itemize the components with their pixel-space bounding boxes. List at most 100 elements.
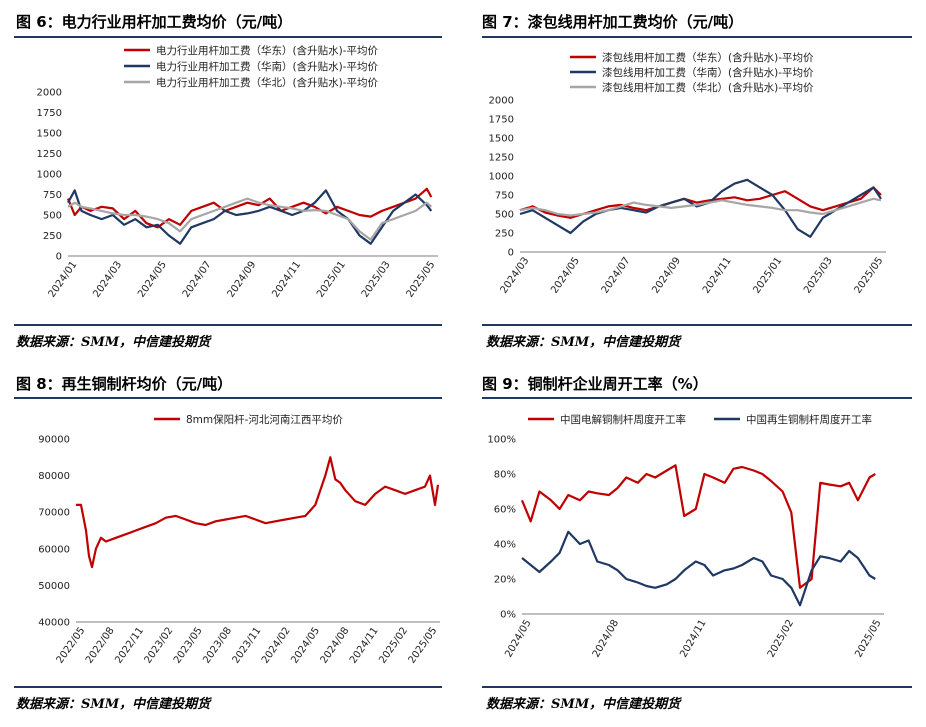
title-rule-fig6: [14, 36, 442, 38]
source-rule-fig9: [482, 686, 912, 688]
source-note-fig9: 数据来源：SMM，中信建投期货: [486, 697, 681, 712]
y-tick-label: 0%: [500, 610, 516, 621]
series-line-1: [520, 464, 876, 589]
legend-label-1: 漆包线用杆加工费（华东）(含升贴水)-平均价: [602, 51, 814, 64]
x-tick-label: 2022/05: [55, 625, 88, 665]
x-tick-label: 2022/08: [84, 625, 117, 665]
panel-title-fig7: 图 7：漆包线用杆加工费均价（元/吨）: [482, 13, 744, 31]
panel-title-fig9: 图 9：铜制杆企业周开工率（%）: [482, 375, 708, 393]
legend-label-2: 漆包线用杆加工费（华南）(含升贴水)-平均价: [602, 66, 814, 79]
y-tick-label: 1000: [37, 170, 62, 181]
y-tick-label: 1500: [37, 129, 62, 140]
x-tick-label: 2024/11: [348, 625, 381, 665]
y-tick-label: 20%: [494, 575, 516, 586]
x-tick-label: 2024/08: [591, 618, 621, 659]
y-tick-label: 40%: [494, 540, 516, 551]
x-tick-label: 2024/09: [650, 255, 683, 295]
y-tick-label: 250: [43, 231, 62, 242]
series-line-3: [67, 197, 433, 241]
source-note-fig6: 数据来源：SMM，中信建投期货: [16, 335, 211, 350]
x-tick-label: 2025/02: [766, 618, 796, 659]
x-tick-label: 2023/02: [143, 625, 176, 665]
panel-title-fig8: 图 8：再生铜制杆均价（元/吨）: [16, 375, 233, 393]
legend-label-1: 8mm保阳杆-河北河南江西平均价: [186, 413, 343, 426]
y-tick-label: 60000: [38, 544, 70, 555]
y-tick-label: 750: [43, 190, 62, 201]
y-tick-label: 90000: [38, 435, 70, 446]
title-rule-fig7: [482, 36, 912, 38]
y-tick-label: 1750: [489, 115, 514, 126]
y-tick-label: 750: [495, 191, 514, 202]
x-tick-label: 2024/07: [181, 259, 214, 299]
chart-fig8-recycled-rod-price: 4000050000600007000080000900002022/05202…: [38, 413, 440, 666]
y-tick-label: 1750: [37, 108, 62, 119]
source-rule-fig7: [482, 324, 912, 326]
x-tick-label: 2025/01: [751, 255, 784, 295]
y-tick-label: 80%: [494, 470, 516, 481]
x-tick-label: 2025/05: [405, 259, 438, 299]
y-tick-label: 60%: [494, 505, 516, 516]
series-line-1: [66, 187, 433, 229]
source-rule-fig6: [14, 324, 442, 326]
y-tick-label: 1500: [489, 134, 514, 145]
y-tick-label: 2000: [37, 88, 62, 99]
source-rule-fig8: [14, 686, 442, 688]
chart-fig6-power-rod-fee: 0 250 500 750 1000 1250 1500 1750 2000 2024/01 202…: [37, 44, 438, 300]
source-note-fig8: 数据来源：SMM，中信建投期货: [16, 697, 211, 712]
source-note-fig7: 数据来源：SMM，中信建投期货: [486, 335, 681, 350]
x-tick-label: 2025/03: [360, 259, 393, 299]
x-tick-label: 2024/11: [678, 618, 708, 659]
y-tick-label: 0: [508, 248, 514, 259]
series-line-3: [519, 197, 882, 217]
x-tick-label: 2023/08: [201, 625, 234, 665]
series-line-2: [67, 189, 433, 245]
x-tick-label: 2024/03: [91, 259, 124, 299]
series-line-2: [521, 530, 876, 607]
x-tick-label: 2025/02: [377, 625, 410, 665]
y-tick-label: 2000: [489, 96, 514, 107]
legend-label-3: 漆包线用杆加工费（华北）(含升贴水)-平均价: [602, 81, 814, 94]
y-tick-label: 50000: [38, 581, 70, 592]
y-tick-label: 80000: [38, 471, 70, 482]
legend-label-1: 中国电解铜制杆周度开工率: [560, 413, 686, 426]
x-tick-label: 2025/05: [407, 625, 440, 665]
x-tick-label: 2024/11: [270, 259, 303, 299]
y-tick-label: 1000: [489, 172, 514, 183]
x-tick-label: 2023/11: [231, 625, 264, 665]
x-tick-label: 2024/08: [319, 625, 352, 665]
chart-fig9-operating-rate: 0% 20% 40% 60% 80% 100% 2024/05 2024/08 2024/11 2…: [487, 413, 884, 659]
chart-fig7-enameled-wire-fee: 0 250 500 750 1000 1250 1500 1750 2000 2024/03 202…: [489, 51, 886, 296]
y-tick-label: 500: [495, 210, 514, 221]
title-rule-fig8: [14, 397, 442, 399]
x-tick-label: 2024/05: [289, 625, 322, 665]
y-tick-label: 0: [56, 252, 62, 263]
x-tick-label: 2024/05: [549, 255, 582, 295]
x-tick-label: 2022/11: [113, 625, 146, 665]
x-tick-label: 2024/11: [701, 255, 734, 295]
legend-label-3: 电力行业用杆加工费（华北）(含升贴水)-平均价: [156, 76, 378, 89]
title-rule-fig9: [482, 397, 912, 399]
x-tick-label: 2024/09: [226, 259, 259, 299]
x-tick-label: 2024/03: [499, 255, 532, 295]
x-tick-label: 2023/05: [172, 625, 205, 665]
x-tick-label: 2025/05: [853, 255, 886, 295]
y-tick-label: 250: [495, 229, 514, 240]
y-tick-label: 40000: [38, 618, 70, 629]
x-tick-label: 2025/05: [853, 618, 883, 659]
y-tick-label: 1250: [489, 153, 514, 164]
legend-label-2: 电力行业用杆加工费（华南）(含升贴水)-平均价: [156, 60, 378, 73]
series-line-1: [76, 456, 440, 569]
y-tick-label: 500: [43, 211, 62, 222]
x-tick-label: 2024/01: [47, 259, 80, 299]
y-tick-label: 1250: [37, 149, 62, 160]
legend-label-2: 中国再生铜制杆周度开工率: [746, 413, 872, 426]
panel-title-fig6: 图 6：电力行业用杆加工费均价（元/吨）: [16, 13, 293, 31]
x-tick-label: 2025/01: [315, 259, 348, 299]
x-tick-label: 2024/02: [260, 625, 293, 665]
y-tick-label: 100%: [487, 435, 516, 446]
x-tick-label: 2024/07: [600, 255, 633, 295]
x-tick-label: 2024/05: [136, 259, 169, 299]
y-tick-label: 70000: [38, 508, 70, 519]
legend-label-1: 电力行业用杆加工费（华东）(含升贴水)-平均价: [156, 44, 378, 57]
x-tick-label: 2025/03: [802, 255, 835, 295]
